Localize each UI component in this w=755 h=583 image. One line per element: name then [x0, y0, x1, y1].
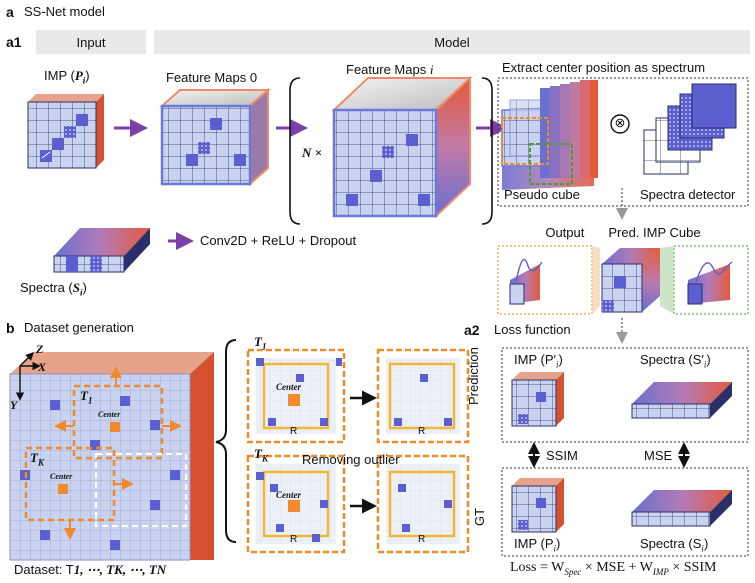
pred-spectra-label: Spectra (S′i)	[640, 352, 711, 370]
t1-before	[246, 348, 346, 444]
dataset-big-grid	[9, 352, 214, 561]
extract-title: Extract center position as spectrum	[502, 60, 706, 75]
spectra-input-cube	[53, 228, 150, 273]
feature-maps-0-label: Feature Maps 0	[166, 70, 258, 85]
gt-imp-small-cube	[511, 478, 564, 533]
pseudo-cube-label: Pseudo cube	[504, 187, 580, 202]
gt-imp-label: IMP (Pi)	[514, 536, 561, 554]
loss-title: Loss function	[494, 322, 571, 337]
spectra-detector	[643, 83, 737, 175]
tk-box-label: TK	[254, 446, 268, 464]
spectra-input-label: Spectra (Si)	[20, 280, 87, 298]
pseudo-cube	[501, 80, 598, 190]
tk-center-label: Center	[276, 490, 302, 500]
prediction-box	[501, 347, 749, 443]
tk-after	[376, 454, 470, 554]
t1-after	[376, 348, 470, 444]
pred-spectra-cube	[631, 382, 732, 419]
pred-imp-small-cube	[511, 372, 564, 427]
center-grid-label-1: Center	[98, 410, 121, 419]
output-header-row: Output Pred. IMP Cube	[498, 222, 748, 242]
gt-spectra-label: Spectra (Si)	[640, 536, 709, 554]
feature-maps-i-cube	[331, 75, 473, 219]
tk-grid-label: TK	[30, 450, 44, 468]
input-header: Input	[36, 30, 146, 54]
t1-r-label: R	[290, 426, 298, 437]
center-grid-label-k: Center	[50, 472, 73, 481]
t1-center-label: Center	[276, 382, 302, 392]
n-times-label: N ×	[302, 145, 323, 160]
t1-box-label: T1	[254, 334, 267, 352]
removing-outlier-label: Removing outlier	[302, 452, 400, 467]
gt-row-label: GT	[472, 507, 487, 526]
output-left-cube	[509, 258, 543, 305]
output-right-cube	[687, 261, 733, 305]
axis-z-label: Z	[36, 342, 44, 356]
tk-after-r-label: R	[418, 534, 426, 545]
ssim-label: SSIM	[546, 448, 578, 463]
spectra-detector-label: Spectra detector	[640, 187, 736, 202]
loss-formula: Loss = WSpec × MSE + WIMP × SSIM	[510, 560, 717, 577]
dataset-label: Dataset: T1, ⋯, TK, ⋯, TN	[14, 562, 167, 577]
tk-r-label: R	[290, 534, 298, 545]
imp-input-label: IMP (Pi)	[44, 68, 90, 86]
gt-box	[501, 467, 749, 557]
prediction-row-label: Prediction	[466, 347, 481, 405]
panel-a2-letter: a2	[464, 322, 480, 338]
axis-y-label: Y	[10, 398, 18, 412]
pred-imp-label: IMP (P′i)	[514, 352, 563, 370]
axis-x-label: X	[38, 360, 47, 374]
t1-grid-label: T1	[80, 388, 93, 406]
panel-a-letter: a	[6, 4, 14, 20]
panel-b-title: Dataset generation	[24, 320, 134, 335]
tensor-product-icon: ⊗	[614, 115, 626, 130]
imp-input-cube	[27, 94, 104, 169]
output-header: Output	[545, 224, 585, 240]
model-header: Model	[154, 30, 750, 54]
extract-box	[497, 77, 749, 207]
panel-a-title: SS-Net model	[24, 4, 105, 19]
panel-a1-letter: a1	[6, 34, 22, 50]
mse-label: MSE	[644, 448, 673, 463]
tk-before	[246, 454, 346, 554]
legend-label: Conv2D + ReLU + Dropout	[200, 233, 357, 248]
t1-after-r-label: R	[418, 426, 426, 437]
gt-spectra-cube	[631, 490, 732, 527]
pred-imp-cube	[601, 248, 660, 313]
panel-b-letter: b	[6, 320, 15, 336]
feature-maps-0-cube	[159, 87, 271, 187]
pred-header: Pred. IMP Cube	[608, 224, 701, 240]
feature-maps-i-label: Feature Maps i	[346, 62, 434, 77]
